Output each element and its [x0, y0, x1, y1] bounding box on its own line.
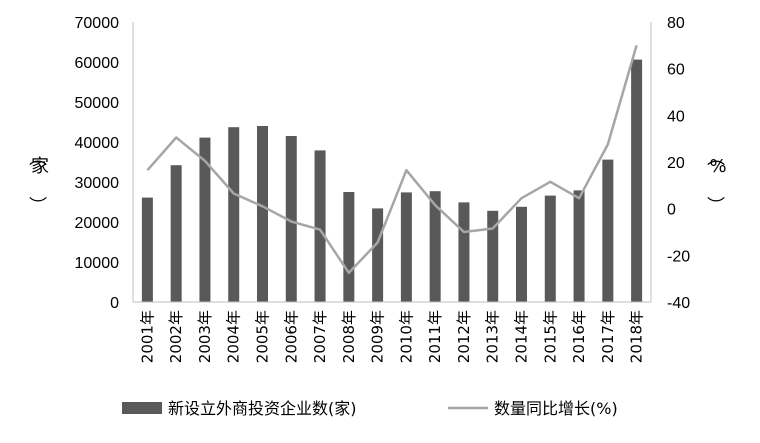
bar [141, 197, 153, 302]
left-tick-label: 70000 [75, 15, 120, 32]
category-label: 2012年 [455, 310, 473, 363]
left-tick-label: 0 [110, 295, 119, 312]
axis-labels: （家） （%） [26, 148, 727, 214]
category-label: 2009年 [369, 310, 387, 363]
legend-bar-label: 新设立外商投资企业数(家) [168, 399, 357, 418]
axes [132, 22, 652, 303]
bar [199, 137, 211, 302]
bar [372, 208, 384, 302]
legend: 新设立外商投资企业数(家) 数量同比增长(%) [122, 399, 618, 418]
category-label: 2017年 [599, 310, 617, 363]
left-tick-label: 30000 [75, 175, 120, 192]
category-label: 2011年 [426, 310, 444, 363]
bar [487, 210, 499, 302]
bar [573, 190, 585, 302]
bar [602, 159, 614, 302]
right-tick-label: 40 [667, 108, 685, 125]
right-tick-label: 20 [667, 155, 685, 172]
left-tick-label: 50000 [75, 95, 120, 112]
left-tick-label: 10000 [75, 255, 120, 272]
left-tick-label: 20000 [75, 215, 120, 232]
bar [516, 206, 527, 302]
category-labels: 2001年 2002年 2003年 2004年 2005年 2006年 2007年 2008年… [138, 310, 645, 363]
right-axis-ticks: -40 -20 0 20 40 60 80 [667, 15, 690, 312]
bar [544, 195, 556, 302]
right-tick-label: 0 [667, 202, 676, 219]
right-tick-label: 80 [667, 15, 685, 32]
category-label: 2008年 [340, 310, 358, 363]
category-label: 2010年 [397, 310, 415, 363]
category-label: 2001年 [138, 310, 156, 363]
legend-bar-swatch [122, 402, 162, 414]
bar [400, 192, 412, 302]
bar [257, 126, 268, 302]
left-axis-ticks: 0 10000 20000 30000 40000 50000 60000 70000 [75, 15, 120, 312]
bar-series [141, 59, 643, 302]
category-label: 2005年 [254, 310, 272, 363]
right-tick-label: 60 [667, 62, 685, 79]
left-axis-label: （家） [26, 148, 49, 214]
category-label: 2015年 [541, 310, 559, 363]
right-axis-label: （%） [704, 148, 727, 214]
line-series [146, 44, 638, 275]
bar [285, 136, 297, 302]
right-tick-label: -40 [667, 295, 690, 312]
category-label: 2003年 [196, 310, 214, 363]
category-label: 2004年 [225, 310, 243, 363]
category-label: 2006年 [282, 310, 300, 363]
bar [228, 127, 240, 302]
left-tick-label: 60000 [75, 55, 120, 72]
bar [631, 59, 643, 302]
category-label: 2013年 [484, 310, 502, 363]
bar [170, 165, 182, 302]
growth-line [146, 44, 638, 275]
category-label: 2014年 [513, 310, 531, 363]
bar [343, 192, 355, 302]
bar [458, 202, 470, 302]
legend-line-label: 数量同比增长(%) [494, 399, 618, 418]
category-label: 2002年 [167, 310, 185, 363]
bar [314, 150, 326, 302]
left-tick-label: 40000 [75, 135, 120, 152]
right-tick-label: -20 [667, 248, 690, 265]
category-label: 2018年 [628, 310, 646, 363]
category-label: 2016年 [570, 310, 588, 363]
category-label: 2007年 [311, 310, 329, 363]
bar [429, 191, 441, 302]
